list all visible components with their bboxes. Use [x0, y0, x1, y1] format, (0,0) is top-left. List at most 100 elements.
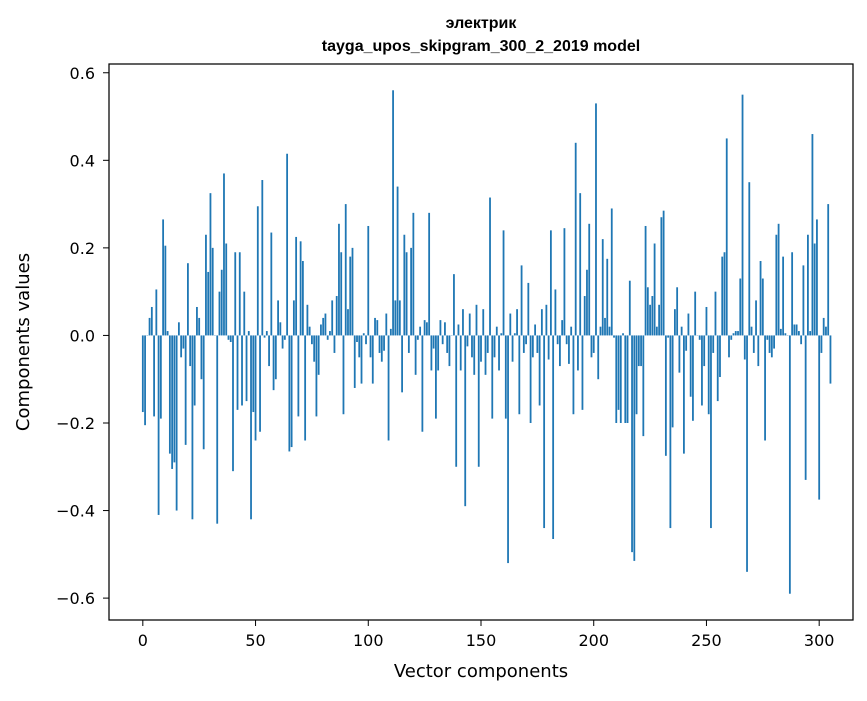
bar-component-214 — [624, 335, 626, 423]
bar-component-287 — [789, 335, 791, 593]
bar-component-51 — [257, 206, 259, 335]
bar-component-276 — [764, 335, 766, 440]
bar-component-127 — [428, 213, 430, 336]
bar-component-272 — [755, 300, 757, 335]
bar-component-175 — [536, 335, 538, 353]
bar-component-75 — [311, 335, 313, 344]
bar-component-239 — [681, 327, 683, 336]
bar-component-289 — [793, 324, 795, 335]
bar-component-45 — [243, 292, 245, 336]
bar-component-148 — [476, 305, 478, 336]
bar-component-249 — [703, 335, 705, 366]
bar-component-122 — [417, 335, 419, 339]
bar-component-298 — [814, 244, 816, 336]
y-tick-label: 0.6 — [70, 64, 95, 83]
bar-component-84 — [331, 300, 333, 335]
bar-component-68 — [295, 237, 297, 336]
bar-component-118 — [408, 335, 410, 353]
bar-component-207 — [609, 327, 611, 336]
bar-component-255 — [717, 335, 719, 401]
x-tick-label: 150 — [466, 631, 497, 650]
bar-component-10 — [164, 246, 166, 336]
bar-component-260 — [728, 335, 730, 357]
bar-component-106 — [381, 335, 383, 361]
bar-component-262 — [733, 333, 735, 335]
bar-component-47 — [248, 331, 250, 335]
bar-component-194 — [579, 193, 581, 335]
bar-component-64 — [286, 154, 288, 336]
bar-component-5 — [153, 335, 155, 416]
bar-component-241 — [685, 335, 687, 350]
bar-component-69 — [297, 335, 299, 416]
bar-component-30 — [210, 193, 212, 335]
bar-component-182 — [552, 335, 554, 539]
bar-component-65 — [288, 335, 290, 451]
bar-component-67 — [293, 300, 295, 335]
bar-component-81 — [325, 314, 327, 336]
bar-component-253 — [712, 335, 714, 353]
bar-component-172 — [530, 335, 532, 423]
bar-component-123 — [419, 327, 421, 336]
bar-component-181 — [550, 230, 552, 335]
bar-component-265 — [739, 279, 741, 336]
x-tick-label: 250 — [691, 631, 722, 650]
bar-component-252 — [710, 335, 712, 528]
bar-component-290 — [796, 324, 798, 335]
bar-component-193 — [577, 335, 579, 370]
bar-component-203 — [600, 327, 602, 336]
bar-component-31 — [212, 248, 214, 336]
bar-component-264 — [737, 331, 739, 335]
bar-component-166 — [516, 309, 518, 335]
bar-component-57 — [270, 233, 272, 336]
bar-component-129 — [433, 335, 435, 348]
bar-component-90 — [345, 204, 347, 335]
bar-component-126 — [426, 322, 428, 335]
bar-component-21 — [189, 335, 191, 366]
y-tick-label: 0.4 — [70, 151, 95, 170]
bar-component-66 — [291, 335, 293, 447]
bar-component-271 — [753, 335, 755, 353]
bar-component-12 — [169, 335, 171, 453]
bar-component-52 — [259, 335, 261, 431]
bar-component-25 — [198, 318, 200, 336]
bar-component-150 — [480, 335, 482, 361]
bar-component-267 — [744, 335, 746, 359]
bar-component-295 — [807, 235, 809, 336]
bar-component-197 — [586, 270, 588, 336]
bar-component-163 — [509, 314, 511, 336]
bar-component-0 — [142, 335, 144, 412]
bar-component-304 — [827, 204, 829, 335]
bar-component-222 — [642, 335, 644, 436]
bar-component-22 — [192, 335, 194, 519]
bar-component-280 — [773, 335, 775, 348]
bar-component-154 — [489, 198, 491, 336]
bar-component-149 — [478, 335, 480, 466]
bar-component-259 — [726, 138, 728, 335]
bar-component-244 — [692, 335, 694, 420]
bar-component-70 — [300, 241, 302, 335]
x-tick-label: 200 — [578, 631, 609, 650]
bar-component-20 — [187, 263, 189, 335]
bar-component-243 — [690, 335, 692, 396]
bar-component-177 — [541, 309, 543, 335]
bar-component-50 — [255, 335, 257, 440]
bar-component-79 — [320, 324, 322, 335]
chart-title-line1: электрик — [446, 15, 518, 32]
bar-component-132 — [440, 320, 442, 335]
chart-title-line2: tayga_upos_skipgram_300_2_2019 model — [322, 38, 640, 55]
bar-component-26 — [201, 335, 203, 379]
bar-component-281 — [775, 235, 777, 336]
bar-component-238 — [679, 335, 681, 372]
bar-component-285 — [784, 333, 786, 335]
bar-component-76 — [313, 335, 315, 361]
bar-component-86 — [336, 296, 338, 335]
bar-component-185 — [559, 335, 561, 366]
bar-component-296 — [809, 331, 811, 335]
bar-component-80 — [322, 318, 324, 336]
bar-component-130 — [435, 335, 437, 418]
bar-component-179 — [545, 305, 547, 336]
bar-component-202 — [597, 335, 599, 379]
bar-component-151 — [482, 309, 484, 335]
x-tick-label: 50 — [245, 631, 265, 650]
bar-component-156 — [494, 335, 496, 357]
